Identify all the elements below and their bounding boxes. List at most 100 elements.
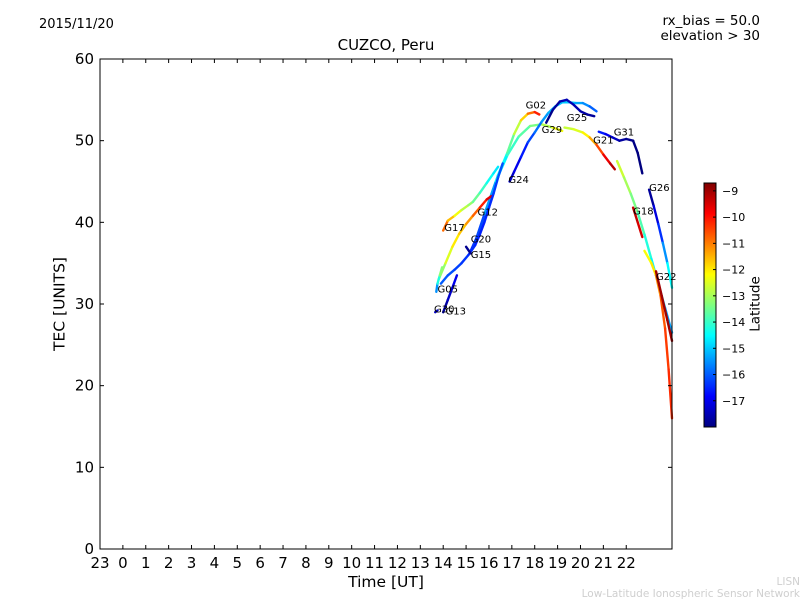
series-segment — [609, 162, 616, 171]
series-segment — [471, 206, 481, 218]
credit-acronym: LISN — [776, 576, 800, 588]
series-segment — [631, 206, 639, 224]
series-segment — [631, 139, 639, 155]
x-axis-label: Time [UT] — [348, 573, 424, 591]
series-segment — [588, 136, 598, 147]
credit-network-name: Low-Latitude Ionospheric Sensor Network — [581, 588, 800, 600]
series-segment — [652, 204, 660, 226]
series-label: G18 — [633, 207, 653, 218]
series-segment — [487, 192, 495, 209]
series-segment — [654, 270, 663, 297]
colorbar-tick-label: −9 — [722, 185, 738, 198]
series-segment — [666, 262, 674, 289]
series-segment — [533, 120, 543, 134]
series-segment — [581, 131, 591, 139]
series-segment — [611, 136, 621, 142]
series-label: G02 — [526, 101, 546, 112]
series-label: G15 — [471, 250, 491, 261]
colorbar-tick-label: −17 — [722, 395, 745, 408]
series-segment — [496, 162, 504, 179]
series-segment — [453, 208, 463, 218]
series-segment — [474, 233, 481, 247]
y-tick-label: 40 — [75, 213, 94, 231]
series-label: G17 — [444, 223, 464, 234]
x-tick-label: 17 — [502, 554, 521, 572]
y-tick-label: 20 — [75, 377, 94, 395]
series-segment — [446, 286, 454, 302]
y-tick-label: 10 — [75, 458, 94, 476]
elevation-label: elevation > 30 — [660, 28, 760, 44]
series-segment — [563, 126, 575, 131]
series-segment — [572, 103, 582, 113]
series-segment — [485, 194, 493, 201]
x-tick-label: 13 — [411, 554, 430, 572]
series-segment — [663, 327, 670, 371]
series-segment — [436, 274, 441, 285]
series-segment — [660, 294, 669, 322]
series-segment — [667, 368, 674, 420]
series-segment — [478, 221, 486, 236]
series-segment — [519, 112, 530, 122]
series-g20 — [439, 162, 504, 285]
series-segment — [506, 135, 520, 157]
colorbar-tick-label: −11 — [722, 237, 745, 250]
series-segment — [460, 203, 470, 212]
series-segment — [478, 198, 488, 209]
series-segment — [615, 159, 626, 179]
series-segment — [446, 214, 456, 222]
series-segment — [492, 165, 500, 175]
series-segment — [643, 249, 653, 265]
series-label: G12 — [478, 208, 498, 219]
series-segment — [471, 212, 486, 250]
series-g05 — [435, 266, 444, 293]
series-g17 — [442, 165, 500, 232]
series-segment — [451, 232, 461, 249]
colorbar-tick-label: −12 — [722, 264, 745, 277]
series-label: G26 — [649, 183, 669, 194]
series-segment — [434, 309, 439, 314]
series-segment — [602, 153, 612, 165]
series-segment — [485, 172, 495, 185]
colorbar-tick-label: −10 — [722, 211, 745, 224]
series-label: G29 — [542, 125, 562, 136]
series-segment — [636, 151, 644, 175]
series-segment — [545, 108, 555, 124]
series-segment — [512, 119, 523, 136]
series-segment — [483, 206, 491, 224]
series-label: G22 — [656, 272, 676, 283]
colorbar-tick-label: −15 — [722, 342, 745, 355]
series-segment — [517, 124, 532, 138]
colorbar-gradient — [703, 182, 717, 428]
series-segment — [471, 191, 481, 204]
series-segment — [442, 298, 449, 314]
y-tick-label: 60 — [75, 50, 94, 68]
series-g21 — [563, 126, 616, 171]
x-tick-label: 20 — [571, 554, 590, 572]
series-g25 — [545, 98, 596, 124]
x-tick-label: 1 — [141, 554, 151, 572]
series-segment — [597, 130, 607, 136]
series-label: G20 — [471, 235, 491, 246]
series-segment — [458, 222, 468, 236]
rx-bias-label: rx_bias = 50.0 — [662, 13, 760, 29]
series-segment — [444, 245, 454, 265]
series-segment — [512, 155, 523, 173]
series-segment — [519, 141, 530, 159]
series-label: G30 — [434, 305, 454, 316]
series-segment — [650, 262, 658, 277]
series-segment — [438, 266, 444, 277]
x-tick-label: 14 — [434, 554, 453, 572]
series-segment — [588, 105, 598, 113]
x-tick-label: 21 — [594, 554, 613, 572]
series-segment — [508, 170, 516, 183]
series-label: G05 — [438, 284, 458, 295]
series-segment — [622, 176, 632, 196]
series-label: G24 — [508, 175, 528, 186]
series-segment — [446, 268, 456, 277]
series-g18r — [631, 206, 644, 239]
series-layer — [434, 98, 674, 420]
series-segment — [636, 221, 644, 239]
x-tick-label: 0 — [118, 554, 128, 572]
series-segment — [636, 211, 646, 236]
series-segment — [629, 192, 639, 214]
